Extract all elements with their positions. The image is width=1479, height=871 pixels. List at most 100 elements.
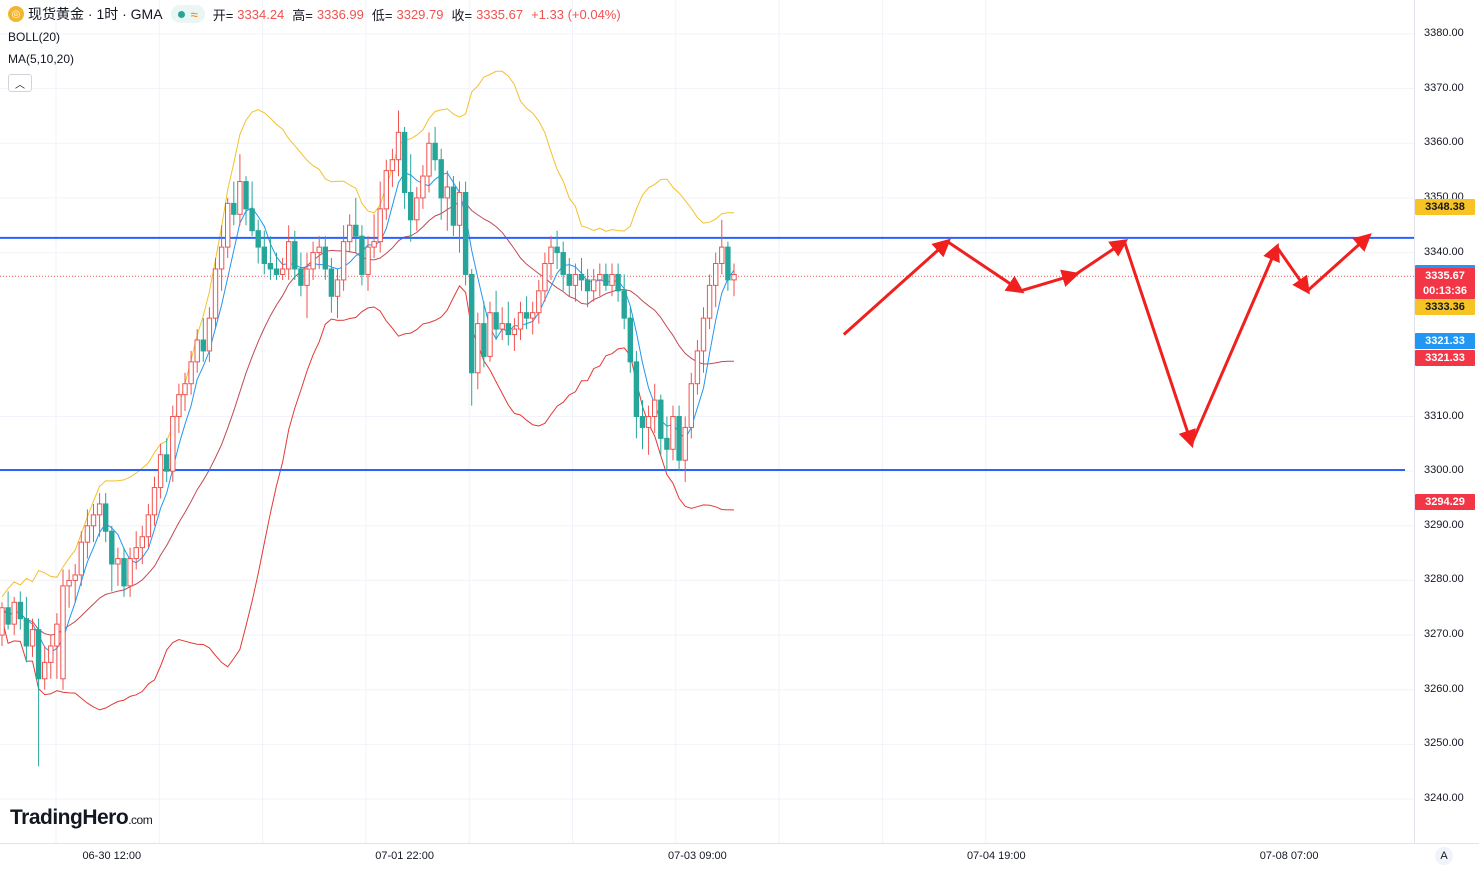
axes bbox=[0, 0, 1479, 844]
bollinger-bands bbox=[2, 71, 734, 710]
candle-body-38 bbox=[232, 203, 236, 214]
y-tick-label: 3360.00 bbox=[1424, 136, 1464, 148]
candle-body-13 bbox=[79, 542, 83, 575]
candle-body-88 bbox=[537, 291, 541, 313]
trend-arrow-7 bbox=[1307, 236, 1368, 291]
candle-body-40 bbox=[244, 182, 248, 209]
candle-body-64 bbox=[390, 160, 394, 171]
candle-body-73 bbox=[445, 187, 449, 198]
price-tag: 3335.67 bbox=[1415, 268, 1475, 284]
candle-body-50 bbox=[305, 269, 309, 285]
boll-lower-line bbox=[2, 286, 734, 710]
candlesticks bbox=[0, 111, 736, 767]
indicator-ma[interactable]: MA(5,10,20) bbox=[8, 52, 625, 68]
brand-suffix: .com bbox=[128, 813, 152, 827]
price-tag: 3294.29 bbox=[1415, 494, 1475, 510]
candle-body-107 bbox=[653, 400, 657, 416]
candle-body-61 bbox=[372, 242, 376, 247]
y-tick-label: 3340.00 bbox=[1424, 246, 1464, 258]
candle-body-79 bbox=[482, 324, 486, 357]
candle-body-105 bbox=[640, 417, 644, 428]
candle-body-42 bbox=[256, 231, 260, 247]
candle-body-95 bbox=[579, 274, 583, 279]
candle-body-3 bbox=[18, 602, 22, 618]
y-tick-label: 3370.00 bbox=[1424, 82, 1464, 94]
candle-body-90 bbox=[549, 247, 553, 263]
trend-arrow-1 bbox=[948, 242, 1021, 291]
candle-body-81 bbox=[494, 313, 498, 329]
candle-body-98 bbox=[598, 274, 602, 279]
candle-body-78 bbox=[476, 324, 480, 373]
x-tick-label: 07-04 19:00 bbox=[967, 850, 1026, 862]
candle-body-4 bbox=[24, 619, 28, 646]
candle-body-24 bbox=[146, 515, 150, 537]
price-tag: 3321.33 bbox=[1415, 333, 1475, 349]
candle-body-117 bbox=[714, 264, 718, 286]
market-open-dot bbox=[178, 11, 185, 18]
candle-body-7 bbox=[43, 662, 47, 678]
trend-arrows bbox=[844, 236, 1369, 444]
candle-body-82 bbox=[500, 324, 504, 329]
x-tick-label: 07-08 07:00 bbox=[1260, 850, 1319, 862]
candle-body-53 bbox=[323, 247, 327, 269]
candle-body-106 bbox=[646, 417, 650, 428]
candle-body-109 bbox=[665, 438, 669, 449]
candle-body-83 bbox=[506, 324, 510, 335]
candle-body-17 bbox=[104, 504, 108, 531]
candle-body-20 bbox=[122, 559, 126, 586]
auto-scale-button[interactable]: A bbox=[1435, 847, 1453, 865]
chevron-up-icon[interactable]: ︿ bbox=[8, 74, 32, 92]
candle-body-114 bbox=[695, 351, 699, 384]
y-tick-label: 3310.00 bbox=[1424, 410, 1464, 422]
candle-body-86 bbox=[524, 313, 528, 318]
candle-body-37 bbox=[226, 203, 230, 247]
candle-body-58 bbox=[354, 225, 358, 236]
open-value: 3334.24 bbox=[237, 7, 284, 22]
candle-body-33 bbox=[201, 340, 205, 351]
candle-body-45 bbox=[274, 269, 278, 274]
market-status-badge[interactable]: ≈ bbox=[171, 5, 205, 23]
candle-body-14 bbox=[85, 526, 89, 542]
high-value: 3336.99 bbox=[317, 7, 364, 22]
change-value: +1.33 (+0.04%) bbox=[531, 7, 621, 22]
candle-body-44 bbox=[268, 264, 272, 269]
price-tag: 3321.33 bbox=[1415, 350, 1475, 366]
candle-body-65 bbox=[396, 132, 400, 159]
candle-body-41 bbox=[250, 209, 254, 231]
candle-body-15 bbox=[91, 515, 95, 526]
candle-body-89 bbox=[543, 264, 547, 291]
candle-body-97 bbox=[592, 280, 596, 291]
candle-body-74 bbox=[451, 187, 455, 225]
candle-body-28 bbox=[171, 417, 175, 472]
candle-body-12 bbox=[73, 575, 77, 580]
boll-upper-line bbox=[2, 71, 734, 597]
candle-body-59 bbox=[360, 236, 364, 274]
candle-body-32 bbox=[195, 340, 199, 362]
candle-body-30 bbox=[183, 384, 187, 395]
candle-body-69 bbox=[421, 176, 425, 198]
candle-body-70 bbox=[427, 143, 431, 176]
gold-coin-icon: ◎ bbox=[8, 6, 24, 22]
candle-body-76 bbox=[463, 192, 467, 274]
close-label: 收= bbox=[451, 5, 472, 24]
y-tick-label: 3250.00 bbox=[1424, 737, 1464, 749]
approx-icon: ≈ bbox=[191, 7, 198, 22]
candle-body-102 bbox=[622, 291, 626, 318]
candle-body-26 bbox=[158, 455, 162, 488]
y-tick-label: 3260.00 bbox=[1424, 683, 1464, 695]
horizontal-levels[interactable] bbox=[0, 238, 1414, 470]
candle-body-18 bbox=[110, 531, 114, 564]
candle-body-0 bbox=[0, 608, 4, 635]
open-label: 开= bbox=[213, 5, 234, 24]
symbol-title[interactable]: 现货黄金 · 1时 · GMA bbox=[28, 4, 163, 24]
candle-body-1 bbox=[6, 608, 10, 624]
candle-body-51 bbox=[311, 253, 315, 269]
candle-body-19 bbox=[116, 559, 120, 564]
indicator-boll[interactable]: BOLL(20) bbox=[8, 30, 625, 46]
price-tag: 3333.36 bbox=[1415, 299, 1475, 315]
low-value: 3329.79 bbox=[396, 7, 443, 22]
y-tick-label: 3240.00 bbox=[1424, 792, 1464, 804]
candle-body-66 bbox=[402, 132, 406, 192]
candle-body-68 bbox=[415, 198, 419, 220]
